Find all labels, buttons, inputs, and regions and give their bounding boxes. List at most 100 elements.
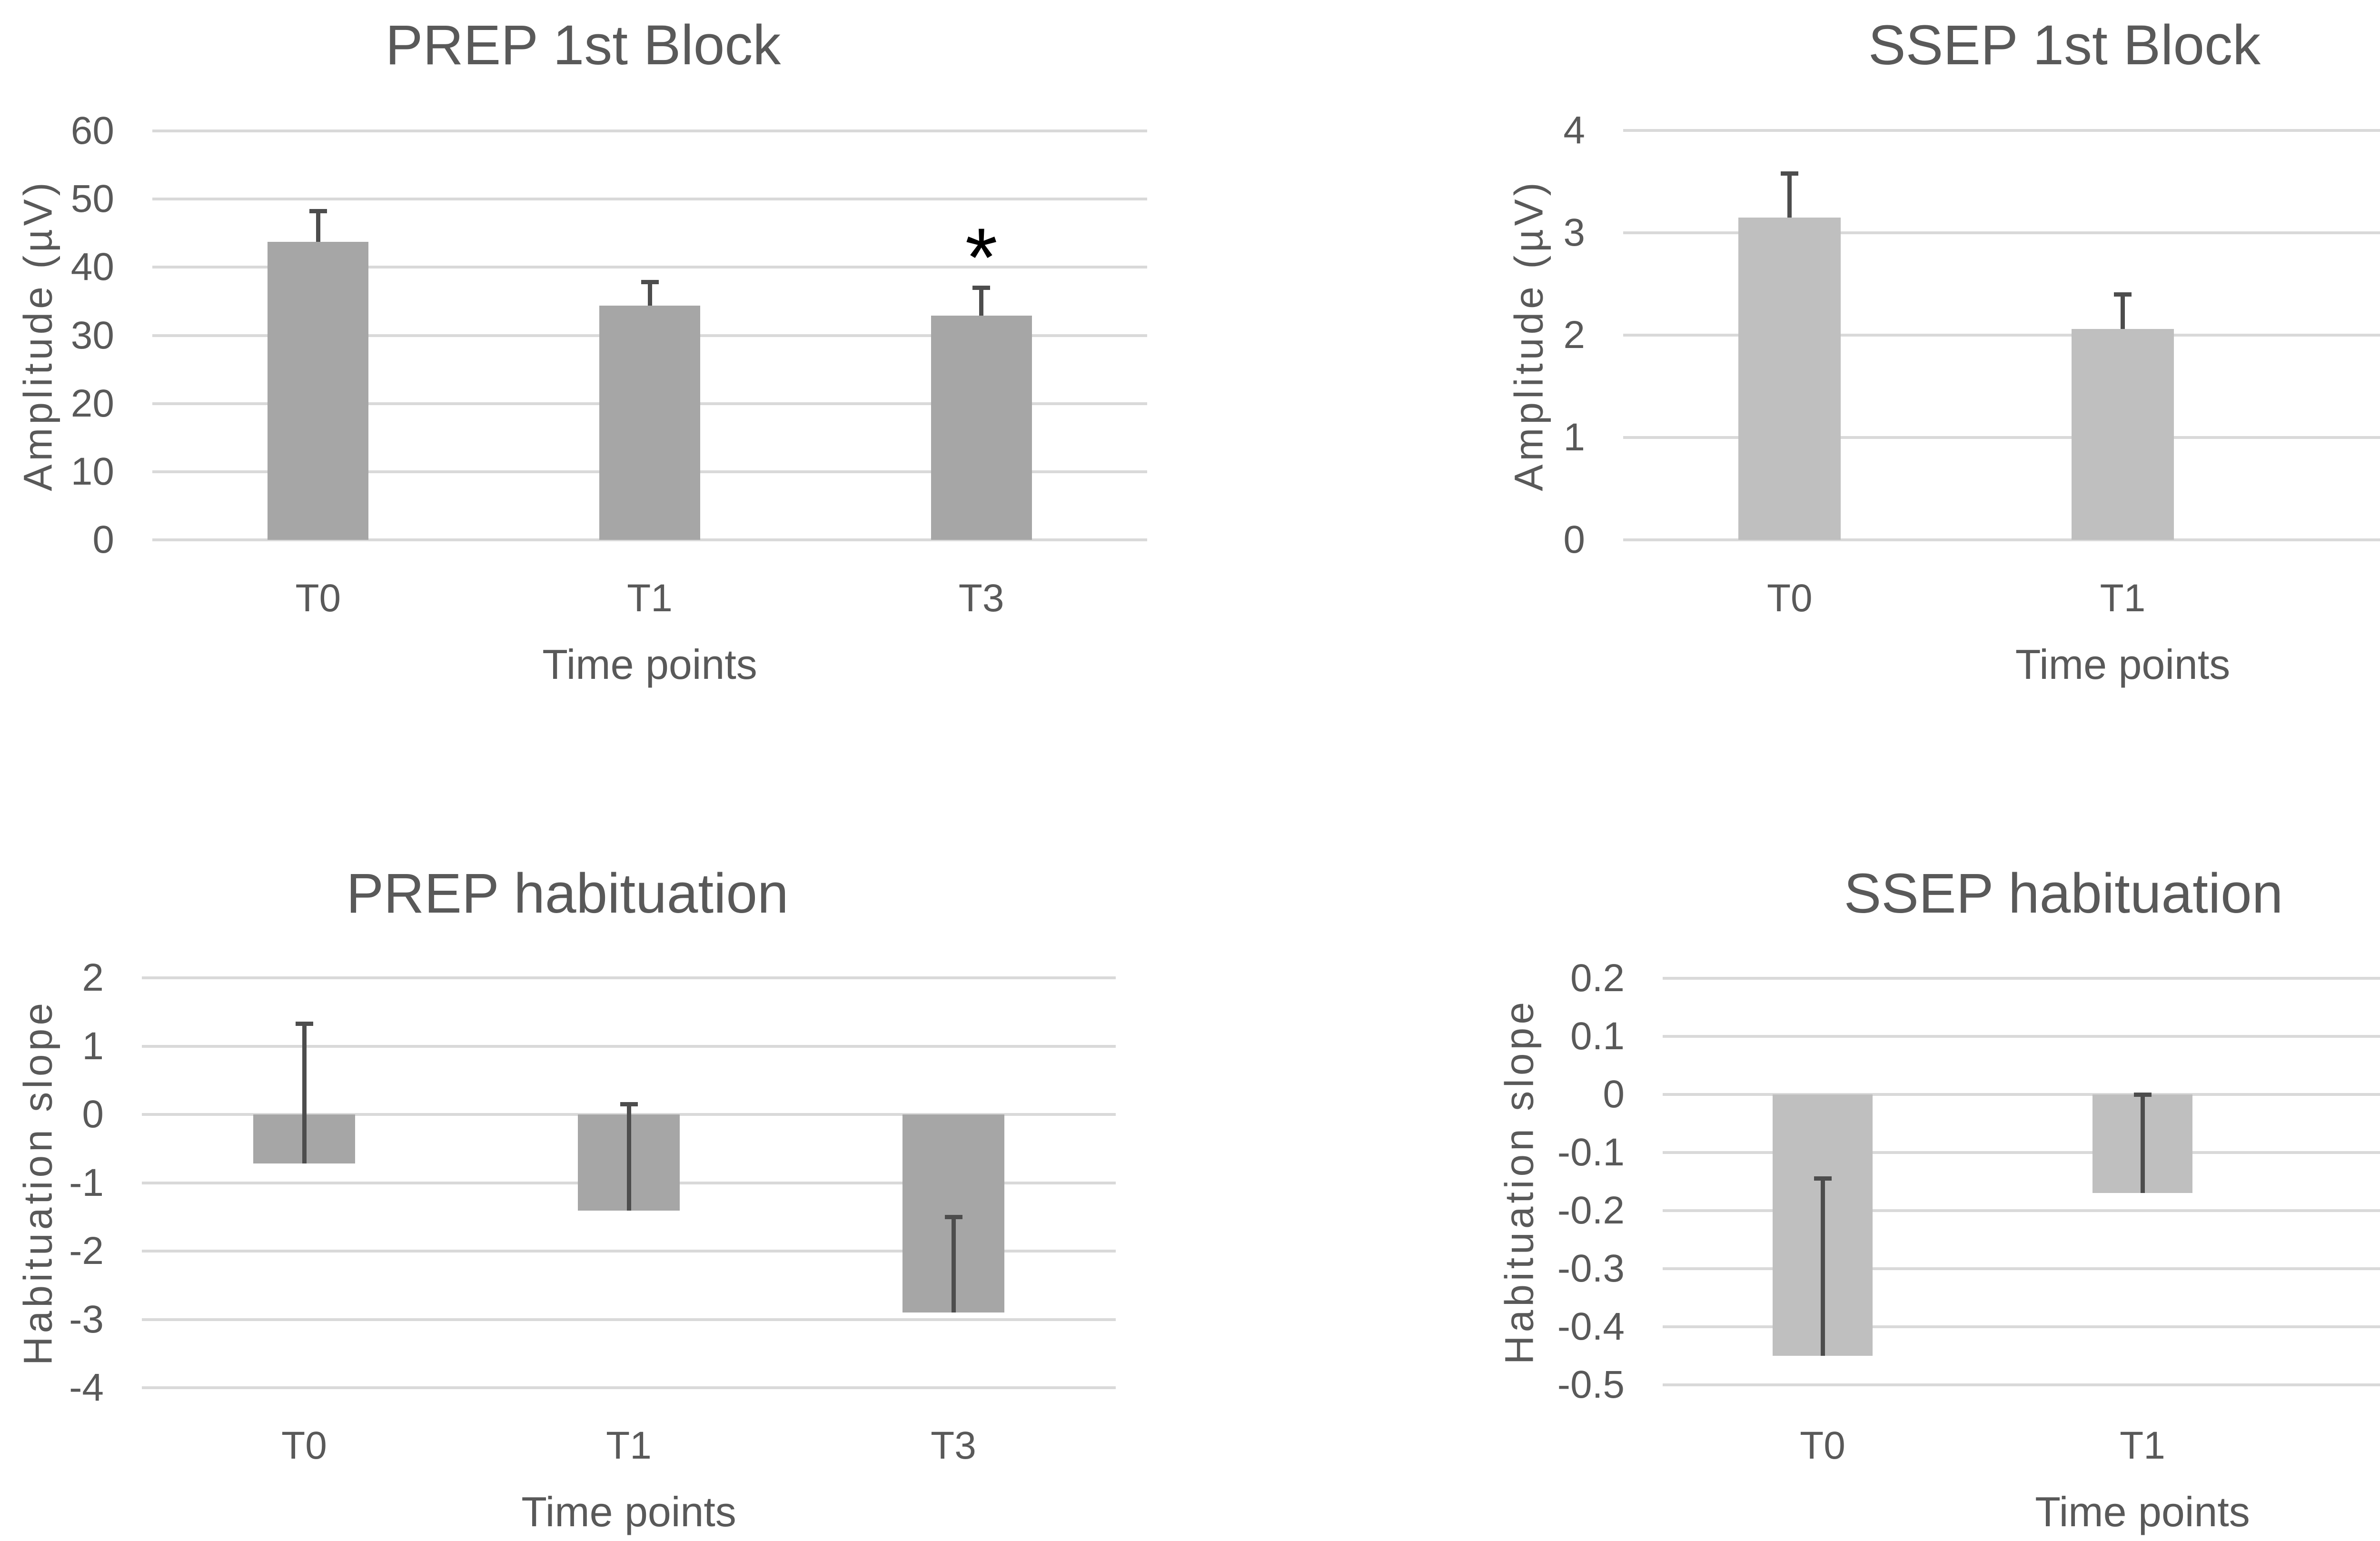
gridline	[1623, 129, 2380, 132]
category-label-t1: T1	[2100, 577, 2146, 620]
y-tick-label: -0.1	[1557, 1131, 1625, 1174]
x-axis-title: Time points	[542, 641, 757, 688]
gridline	[1663, 1093, 2380, 1096]
error-bar-cap	[944, 1214, 962, 1219]
plot-area: 0.2 0.1 0 -0.1 -0.2 -0.3 -0.4 -0.5 T0 T1 T3	[1557, 958, 2380, 1467]
y-tick-label: -4	[69, 1366, 104, 1409]
y-tick-label: -2	[69, 1229, 104, 1273]
error-bar-cap	[309, 209, 327, 214]
y-tick-label: -1	[69, 1161, 104, 1204]
category-label-t3: T3	[931, 1424, 976, 1467]
x-axis-title: Time points	[521, 1488, 736, 1535]
error-bar-cap	[1814, 1176, 1832, 1181]
chart-title: SSEP habituation	[1844, 862, 2283, 925]
gridline	[1663, 1151, 2380, 1154]
y-tick-label: -0.2	[1557, 1189, 1625, 1232]
category-label-t0: T0	[295, 577, 341, 620]
error-bar-cap	[2114, 292, 2132, 297]
y-tick-label: -0.5	[1557, 1363, 1625, 1406]
error-bar-line	[2121, 294, 2125, 329]
error-bar-cap	[972, 285, 991, 290]
error-bar-line	[1787, 173, 1792, 218]
y-tick-label: 40	[70, 245, 114, 289]
gridline	[1663, 1209, 2380, 1212]
y-tick-label: 0.1	[1570, 1014, 1625, 1058]
error-bar-line	[979, 288, 984, 316]
plot-area: 2 1 0 -1 -2 -3 -4 T0 T1 T3	[69, 958, 1116, 1467]
bar-t3	[931, 315, 1032, 540]
gridline	[152, 198, 1147, 201]
x-axis-title: Time points	[2035, 1488, 2250, 1535]
error-bar-cap	[620, 1102, 638, 1106]
significance-asterisk: *	[965, 211, 998, 305]
y-tick-label: 2	[82, 956, 104, 999]
bar-t1	[599, 305, 700, 540]
gridline	[1663, 1035, 2380, 1038]
error-bar-line	[647, 282, 652, 306]
chart-title: PREP 1st Block	[385, 14, 781, 77]
y-tick-label: 3	[1563, 211, 1585, 254]
error-bar-cap	[1781, 171, 1799, 176]
y-tick-label: 1	[1563, 416, 1585, 459]
category-label-t1: T1	[2120, 1424, 2165, 1467]
chart-title: SSEP 1st Block	[1868, 14, 2261, 77]
error-bar-line	[626, 1104, 631, 1211]
gridline	[1663, 977, 2380, 980]
y-tick-label: 2	[1563, 313, 1585, 357]
y-tick-label: 60	[70, 109, 114, 152]
x-axis-title: Time points	[2015, 641, 2231, 688]
gridline	[1623, 334, 2380, 337]
gridline	[1623, 538, 2380, 541]
gridline	[152, 129, 1147, 132]
gridline	[142, 1250, 1116, 1253]
y-tick-label: 0.2	[1570, 956, 1625, 1000]
gridline	[142, 1386, 1116, 1389]
y-tick-label: 0	[82, 1093, 104, 1136]
gridline	[1663, 1267, 2380, 1270]
category-label-t3: T3	[2367, 1424, 2380, 1467]
y-tick-label: -0.4	[1557, 1305, 1625, 1348]
y-tick-label: 50	[70, 177, 114, 221]
bar-t1	[2072, 329, 2174, 540]
y-tick-label: -3	[69, 1297, 104, 1341]
error-bar-cap	[295, 1021, 313, 1026]
gridline	[1623, 436, 2380, 439]
gridline	[1623, 231, 2380, 234]
error-bar-line	[2140, 1094, 2145, 1193]
y-tick-label: -0.3	[1557, 1247, 1625, 1290]
category-label-t0: T0	[1766, 577, 1813, 620]
error-bar-cap	[641, 280, 659, 285]
y-tick-label: 0	[1603, 1073, 1625, 1116]
gridline	[152, 266, 1147, 269]
gridline	[142, 1318, 1116, 1321]
gridline	[1663, 1383, 2380, 1386]
gridline	[142, 976, 1116, 979]
y-tick-label: 30	[70, 313, 114, 357]
chart-title: PREP habituation	[346, 862, 789, 925]
error-bar-line	[302, 1024, 307, 1164]
error-bar-line	[316, 211, 320, 242]
gridline	[142, 1044, 1116, 1048]
y-tick-label: 10	[70, 449, 114, 493]
error-bar-cap	[2133, 1092, 2152, 1097]
plot-area: 60 50 40 30 20 10 0 T0 T1 T3 *	[71, 111, 1147, 620]
category-label-t0: T0	[1800, 1424, 1845, 1467]
y-tick-label: 0	[1563, 518, 1585, 561]
gridline	[1663, 1325, 2380, 1328]
category-label-t3: T3	[958, 577, 1004, 620]
error-bar-line	[1820, 1178, 1825, 1356]
category-label-t0: T0	[281, 1424, 327, 1467]
gridline	[152, 538, 1147, 541]
category-label-t3: T3	[2360, 577, 2380, 620]
y-tick-label: 1	[82, 1024, 104, 1068]
category-label-t1: T1	[606, 1424, 652, 1467]
plot-area: 4 3 2 1 0 T0 T1 T3	[1563, 110, 2380, 620]
bar-t0	[268, 242, 369, 540]
bar-t0	[1738, 217, 1841, 540]
y-tick-label: 0	[92, 518, 114, 561]
y-tick-label: 4	[1563, 109, 1585, 152]
y-tick-label: 20	[70, 381, 114, 425]
error-bar-line	[951, 1217, 956, 1313]
category-label-t1: T1	[627, 577, 673, 620]
